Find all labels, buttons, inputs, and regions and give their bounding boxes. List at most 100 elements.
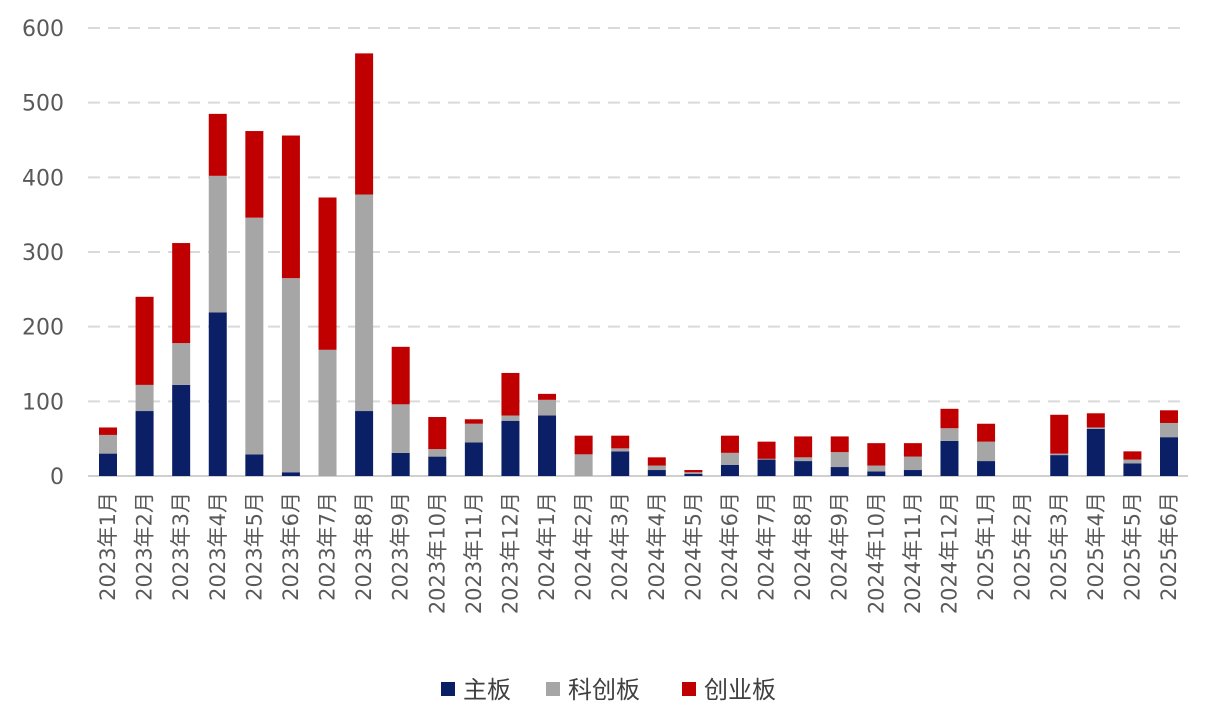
bar-segment: [1086, 428, 1105, 476]
bar-segment: [684, 472, 703, 474]
bar-segment: [1086, 413, 1105, 428]
bar-segment: [1160, 437, 1178, 476]
x-tick-label: 2023年7月: [316, 492, 340, 601]
bar-segment: [172, 243, 191, 344]
bar-segment: [647, 465, 666, 471]
x-tick-label: 2025年3月: [1047, 492, 1071, 601]
bar-segment: [977, 441, 996, 462]
x-tick-label: 2024年8月: [791, 492, 815, 601]
bar-segment: [611, 435, 630, 449]
x-tick-label: 2024年12月: [937, 492, 961, 614]
bar-segment: [245, 454, 264, 476]
bar-segment: [428, 449, 447, 457]
bar-segment: [867, 465, 886, 472]
bar-segment: [830, 436, 849, 453]
x-tick-label: 2023年12月: [498, 492, 522, 614]
bar-segment: [1086, 427, 1105, 429]
x-tick-label: 2023年8月: [352, 492, 376, 601]
bar-segment: [318, 349, 337, 476]
bar-segment: [208, 312, 227, 476]
x-tick-label: 2024年7月: [755, 492, 779, 601]
bar-segment: [391, 452, 410, 476]
bar-segment: [501, 372, 520, 416]
bar-segment: [538, 399, 557, 416]
bar-segment: [977, 461, 996, 476]
bar-segment: [647, 457, 666, 466]
bar-segment: [940, 428, 959, 441]
bars: [99, 53, 1178, 476]
bar-segment: [1160, 410, 1178, 423]
bar-segment: [428, 417, 447, 450]
bar-segment: [1050, 414, 1069, 454]
bar-segment: [1050, 453, 1069, 456]
y-tick-label: 300: [22, 241, 64, 266]
x-tick-label: 2024年5月: [681, 492, 705, 601]
x-tick-label: 2024年6月: [718, 492, 742, 601]
bar-segment: [135, 296, 154, 385]
x-tick-label: 2024年2月: [572, 492, 596, 601]
bar-segment: [318, 197, 337, 350]
bar-segment: [501, 420, 520, 476]
x-tick-label: 2023年3月: [169, 492, 193, 601]
bar-segment: [867, 443, 886, 466]
bar-segment: [391, 346, 410, 405]
bar-segment: [464, 442, 483, 476]
x-tick-label: 2025年5月: [1120, 492, 1144, 601]
bar-segment: [684, 470, 703, 473]
bar-segment: [99, 453, 117, 476]
x-tick-label: 2024年9月: [828, 492, 852, 601]
bar-segment: [720, 464, 739, 476]
bar-segment: [903, 443, 922, 457]
bar-segment: [611, 451, 630, 476]
x-tick-label: 2025年2月: [1011, 492, 1035, 601]
bar-segment: [428, 456, 447, 476]
x-tick-label: 2023年11月: [462, 492, 486, 614]
bar-segment: [940, 408, 959, 429]
bar-segment: [903, 456, 922, 471]
bar-segment: [574, 454, 593, 476]
legend-label: 科创板: [568, 676, 640, 704]
legend-swatch: [441, 682, 455, 696]
bar-segment: [538, 415, 557, 476]
bar-segment: [281, 278, 300, 473]
x-tick-label: 2023年4月: [206, 492, 230, 601]
x-tick-label: 2023年1月: [96, 492, 120, 601]
bar-segment: [977, 423, 996, 442]
bar-segment: [501, 415, 520, 421]
x-tick-label: 2023年2月: [133, 492, 157, 601]
bar-segment: [208, 113, 227, 176]
x-tick-label: 2024年4月: [645, 492, 669, 601]
legend: 主板 科创板 创业板: [441, 676, 776, 704]
y-axis-ticks: 0 100 200 300 400 500 600: [22, 17, 64, 490]
x-tick-label: 2023年10月: [425, 492, 449, 614]
x-tick-label: 2023年5月: [242, 492, 266, 601]
x-tick-label: 2025年6月: [1157, 492, 1181, 601]
bar-segment: [281, 472, 300, 476]
legend-swatch: [682, 682, 696, 696]
x-tick-label: 2023年9月: [389, 492, 413, 601]
bar-segment: [794, 457, 813, 462]
x-tick-label: 2024年11月: [901, 492, 925, 614]
bar-segment: [940, 440, 959, 476]
y-tick-label: 100: [22, 390, 64, 415]
bar-segment: [867, 471, 886, 476]
legend-label: 创业板: [704, 676, 776, 704]
bar-segment: [99, 427, 117, 435]
gridlines: [88, 27, 1188, 403]
bar-segment: [1123, 459, 1142, 464]
bar-segment: [757, 441, 776, 459]
y-tick-label: 600: [22, 17, 64, 42]
bar-segment: [99, 434, 117, 454]
legend-label: 主板: [463, 676, 511, 704]
bar-segment: [391, 404, 410, 453]
bar-segment: [903, 470, 922, 476]
bar-segment: [355, 411, 374, 476]
bar-segment: [757, 459, 776, 476]
bar-segment: [647, 470, 666, 476]
x-tick-label: 2024年1月: [535, 492, 559, 601]
y-tick-label: 0: [50, 465, 64, 490]
x-tick-label: 2023年6月: [279, 492, 303, 601]
bar-segment: [794, 461, 813, 476]
